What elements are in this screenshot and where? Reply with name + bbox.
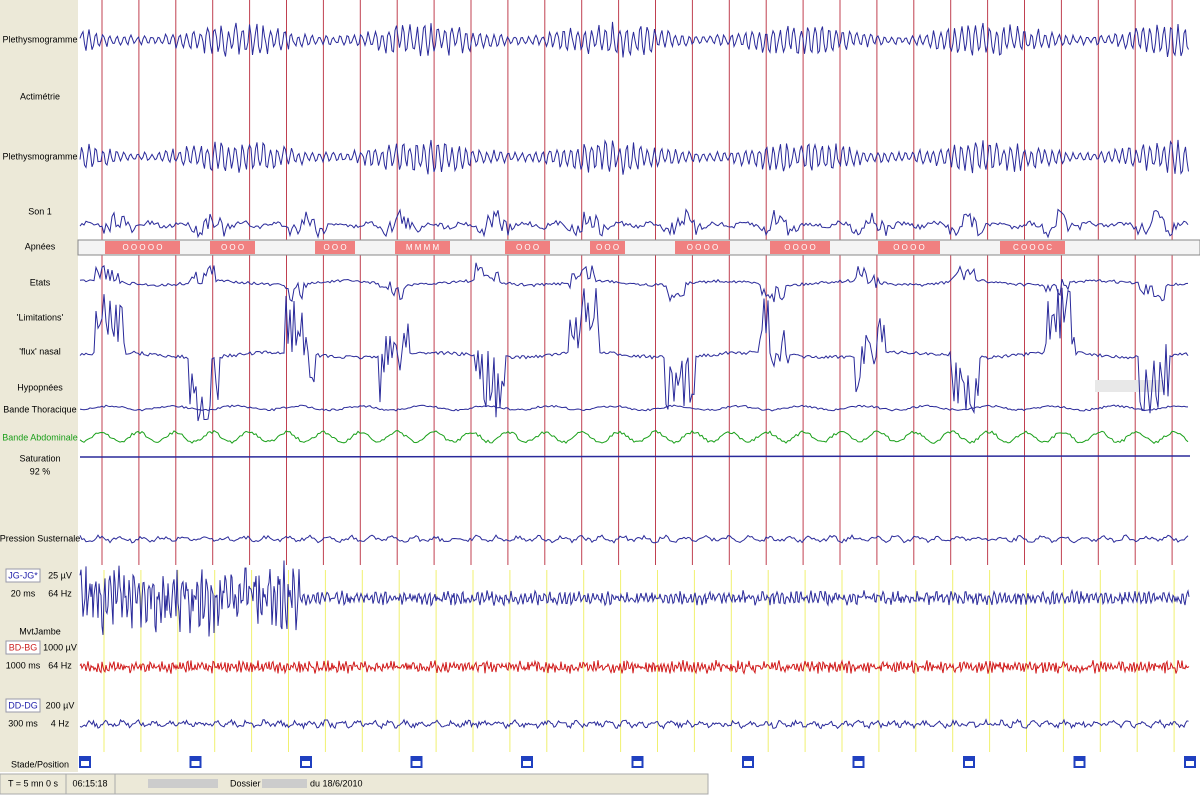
label: 64 Hz <box>48 660 72 670</box>
label: MvtJambe <box>19 626 61 636</box>
status-window: T = 5 mn 0 s <box>8 778 59 788</box>
signal <box>79 287 1189 422</box>
stage-marker-fill <box>522 757 532 761</box>
signal <box>79 21 1189 58</box>
label: 4 Hz <box>51 718 70 728</box>
label: 1000 µV <box>43 642 77 652</box>
label: 64 Hz <box>48 588 72 598</box>
waveforms <box>79 21 1191 730</box>
apnea-label: O O O <box>221 243 244 252</box>
apnea-event <box>395 241 450 254</box>
label: 92 % <box>30 466 51 476</box>
apnea-event <box>505 241 550 254</box>
stage-marker-fill <box>632 757 643 761</box>
apnea-event <box>675 241 730 254</box>
label-box <box>5 698 41 713</box>
signal <box>79 139 1189 175</box>
stage-marker-fill <box>964 757 974 761</box>
label: 'Limitations' <box>17 312 64 322</box>
status-date: du 18/6/2010 <box>310 778 363 788</box>
signal <box>79 455 1191 458</box>
label: Actimétrie <box>20 91 60 101</box>
apnea-label: O O O <box>323 243 346 252</box>
stage-marker-fill <box>190 757 201 761</box>
apnea-label: O O O O O <box>122 243 162 252</box>
stage-marker-fill <box>743 757 753 761</box>
signal <box>79 262 1189 303</box>
apnea-label: O O O O <box>784 243 816 252</box>
label: BD-BG <box>9 642 38 652</box>
apnea-event <box>878 241 940 254</box>
apnea-label: M M M M <box>406 243 440 252</box>
label: 200 µV <box>46 700 75 710</box>
apnea-label: O O O <box>516 243 539 252</box>
apnea-event <box>590 241 625 254</box>
trace-panel <box>78 0 1200 772</box>
stage-marker-fill <box>1074 757 1085 761</box>
labels: Plethysmogramme Actimétrie Plethysmogram… <box>0 34 80 769</box>
hypopnea-event <box>1095 380 1165 392</box>
apnea-event <box>315 241 355 254</box>
apnea-event <box>770 241 830 254</box>
signal <box>79 659 1190 675</box>
label: Plethysmogramme <box>2 34 77 44</box>
label: Pression Susternale <box>0 533 80 543</box>
stage-marker-fill <box>853 757 864 761</box>
label: JG-JG* <box>8 570 38 580</box>
status-dossier: Dossier : <box>230 778 266 788</box>
label: 300 ms <box>8 718 38 728</box>
stage-marker-fill <box>411 757 422 761</box>
signal <box>79 534 1189 544</box>
signal <box>79 718 1189 730</box>
label: 1000 ms <box>6 660 41 670</box>
label: 'flux' nasal <box>19 346 60 356</box>
label-box <box>5 640 41 655</box>
signal <box>79 560 1190 637</box>
signal <box>79 429 1189 444</box>
label: Apnées <box>25 241 56 251</box>
apnea-event <box>105 241 180 254</box>
label: Bande Abdominale <box>2 432 78 442</box>
signal <box>79 404 1188 412</box>
label: Etats <box>30 277 51 287</box>
stage-marker-fill <box>301 757 311 761</box>
label: Bande Thoracique <box>3 404 76 414</box>
label: Hypopnées <box>17 382 63 392</box>
label: DD-DG <box>8 700 38 710</box>
status-bar: T = 5 mn 0 s 06:15:18 Dossier : du 18/6/… <box>0 773 709 795</box>
apnea-label: O O O <box>596 243 619 252</box>
apnea-label: O O O O <box>893 243 925 252</box>
label: 20 ms <box>11 588 36 598</box>
apnea-event <box>1000 241 1065 254</box>
apnea-event <box>210 241 255 254</box>
apnea-label: O O O O <box>687 243 719 252</box>
status-time: 06:15:18 <box>72 778 107 788</box>
stage-marker-fill <box>80 757 90 761</box>
apnea-label: C O O O C <box>1013 243 1052 252</box>
stage-marker-fill <box>1185 757 1195 761</box>
label-box <box>5 568 41 583</box>
label: Saturation <box>19 453 60 463</box>
label: Son 1 <box>28 206 52 216</box>
label: Stade/Position <box>11 759 69 769</box>
label: Plethysmogramme <box>2 151 77 161</box>
label: 25 µV <box>48 570 72 580</box>
signal <box>79 208 1189 239</box>
